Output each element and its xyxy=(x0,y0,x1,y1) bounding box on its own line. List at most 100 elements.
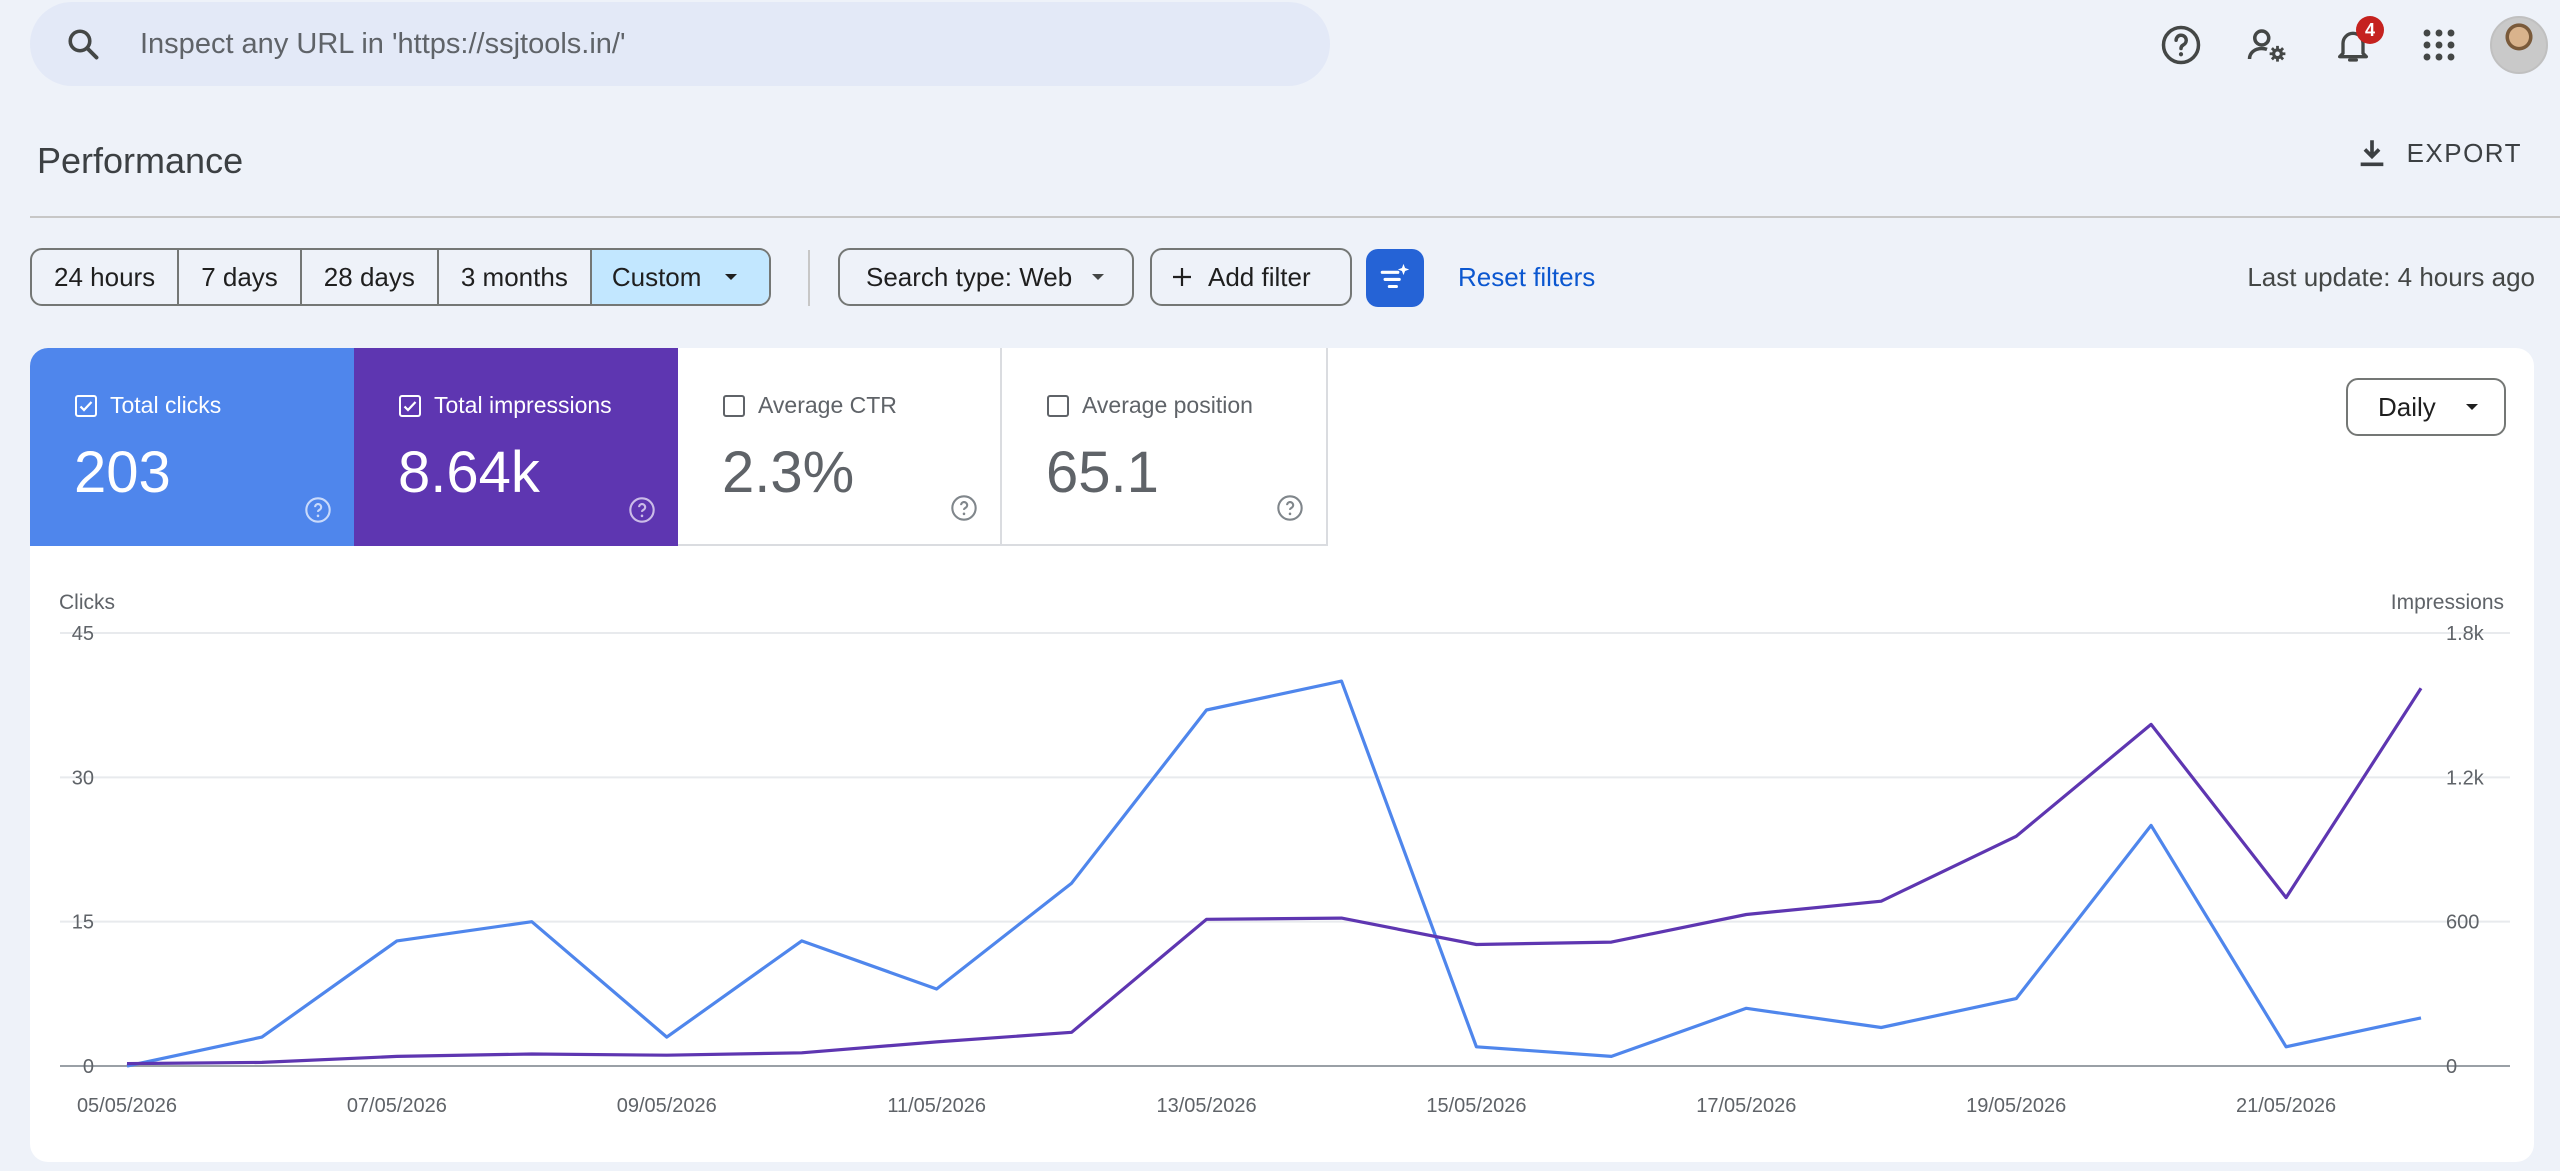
data-point-clicks xyxy=(2284,1045,2288,1049)
range-24-hours[interactable]: 24 hours xyxy=(32,250,180,304)
metric-value: 203 xyxy=(74,440,171,505)
y-tick-label-right: 1.2k xyxy=(2446,767,2485,789)
series-line-clicks xyxy=(126,679,2422,1068)
data-point-clicks xyxy=(1070,881,1074,885)
url-inspect-input[interactable] xyxy=(140,27,1240,61)
metric-total-clicks[interactable]: Total clicks 203 xyxy=(30,348,354,546)
download-icon xyxy=(2360,140,2383,167)
page-title: Performance xyxy=(37,140,244,181)
y-tick-label-right: 0 xyxy=(2446,1056,2457,1078)
notifications-icon[interactable]: 4 xyxy=(2318,10,2388,80)
y-tick-label-left: 45 xyxy=(72,623,94,645)
data-point-impressions xyxy=(1879,899,1883,903)
smart-filter-button[interactable] xyxy=(1366,249,1424,307)
data-point-clicks xyxy=(530,920,534,924)
help-icon[interactable] xyxy=(1276,494,1304,522)
y-axis-title-left: Clicks xyxy=(59,591,115,614)
x-tick-label: 07/05/2026 xyxy=(347,1095,447,1117)
metric-label: Average position xyxy=(1082,392,1253,418)
data-point-impressions xyxy=(1070,1030,1074,1034)
y-tick-label-left: 0 xyxy=(83,1056,94,1078)
data-point-clicks xyxy=(800,939,804,943)
metric-total-impressions[interactable]: Total impressions 8.64k xyxy=(354,348,678,546)
filter-separator xyxy=(808,250,810,306)
granularity-label: Daily xyxy=(2378,391,2436,422)
filter-sparkle-icon xyxy=(1380,263,1410,289)
account-avatar[interactable] xyxy=(2490,16,2548,74)
help-icon[interactable] xyxy=(2146,10,2216,80)
x-tick-label: 15/05/2026 xyxy=(1426,1095,1526,1117)
data-point-clicks xyxy=(1205,708,1209,712)
apps-grid-icon[interactable] xyxy=(2404,10,2474,80)
range-custom[interactable]: Custom xyxy=(591,250,770,304)
metric-label: Total impressions xyxy=(434,392,612,418)
checkbox-unchecked-icon[interactable] xyxy=(1046,394,1070,418)
range-custom-label: Custom xyxy=(611,261,702,292)
checkbox-checked-icon[interactable] xyxy=(398,394,422,418)
date-range-selector: 24 hours 7 days 28 days 3 months Custom xyxy=(30,248,772,306)
data-point-clicks xyxy=(665,1035,669,1039)
range-7-days[interactable]: 7 days xyxy=(179,250,302,304)
data-point-clicks xyxy=(2149,823,2153,827)
series-line-impressions xyxy=(126,687,2423,1066)
data-point-clicks xyxy=(1744,1006,1748,1010)
x-tick-label: 09/05/2026 xyxy=(617,1095,717,1117)
metric-value: 65.1 xyxy=(1046,440,1159,505)
performance-chart: 0 0 15 600 30 1.2k 45 1.8k Clicks Impressions 05/0… xyxy=(59,591,2510,1117)
x-tick-label: 21/05/2026 xyxy=(2236,1095,2336,1117)
data-point-impressions xyxy=(1474,943,1478,947)
data-point-clicks xyxy=(2419,1016,2423,1020)
data-point-impressions xyxy=(1205,917,1209,921)
metric-label: Total clicks xyxy=(110,392,222,418)
data-point-clicks xyxy=(2014,997,2018,1001)
y-tick-label-right: 600 xyxy=(2446,912,2479,934)
granularity-dropdown[interactable]: Daily xyxy=(2346,378,2506,436)
header-divider xyxy=(30,216,2560,218)
help-icon[interactable] xyxy=(628,496,656,524)
help-icon[interactable] xyxy=(950,494,978,522)
data-point-impressions xyxy=(260,1060,264,1064)
manage-users-icon[interactable] xyxy=(2232,10,2302,80)
data-point-clicks xyxy=(935,987,939,991)
y-tick-label-left: 30 xyxy=(72,767,94,789)
last-update-text: Last update: 4 hours ago xyxy=(2247,262,2535,292)
data-point-impressions xyxy=(935,1040,939,1044)
export-button[interactable]: EXPORT xyxy=(2355,136,2522,170)
data-point-impressions xyxy=(800,1051,804,1055)
reset-filters-link[interactable]: Reset filters xyxy=(1458,262,1596,292)
range-28-days[interactable]: 28 days xyxy=(302,250,439,304)
metric-average-ctr[interactable]: Average CTR 2.3% xyxy=(678,348,1002,546)
top-icons: 4 xyxy=(2130,10,2560,80)
data-point-clicks xyxy=(260,1035,264,1039)
x-tick-label: 11/05/2026 xyxy=(887,1095,986,1117)
help-icon[interactable] xyxy=(304,496,332,524)
x-tick-label: 05/05/2026 xyxy=(77,1095,177,1117)
metric-value: 8.64k xyxy=(398,440,540,505)
data-point-clicks xyxy=(1879,1026,1883,1030)
x-tick-label: 13/05/2026 xyxy=(1156,1095,1256,1117)
search-type-dropdown[interactable]: Search type: Web xyxy=(838,248,1134,306)
checkbox-checked-icon[interactable] xyxy=(74,394,98,418)
add-filter-label: Add filter xyxy=(1208,261,1311,292)
url-inspect-bar[interactable] xyxy=(30,2,1330,86)
performance-card: 0 0 15 600 30 1.2k 45 1.8k Clicks Impressions 05/0… xyxy=(30,348,2534,1162)
metric-value: 2.3% xyxy=(722,440,855,505)
add-filter-button[interactable]: Add filter xyxy=(1150,248,1352,306)
caret-down-icon xyxy=(725,274,738,280)
data-point-clicks xyxy=(395,939,399,943)
data-point-impressions xyxy=(125,1062,129,1066)
data-point-impressions xyxy=(2419,686,2423,690)
data-point-impressions xyxy=(1609,940,1613,944)
y-tick-label-left: 15 xyxy=(72,912,94,934)
x-tick-label: 19/05/2026 xyxy=(1966,1095,2066,1117)
data-point-impressions xyxy=(2284,896,2288,900)
data-point-impressions xyxy=(530,1052,534,1056)
metric-average-position[interactable]: Average position 65.1 xyxy=(1002,348,1328,546)
data-point-clicks xyxy=(1474,1045,1478,1049)
caret-down-icon xyxy=(1092,274,1104,280)
range-3-months[interactable]: 3 months xyxy=(439,250,592,304)
caret-down-icon xyxy=(2466,404,2478,410)
checkbox-unchecked-icon[interactable] xyxy=(722,394,746,418)
search-icon[interactable] xyxy=(60,21,106,67)
data-point-impressions xyxy=(395,1054,399,1058)
